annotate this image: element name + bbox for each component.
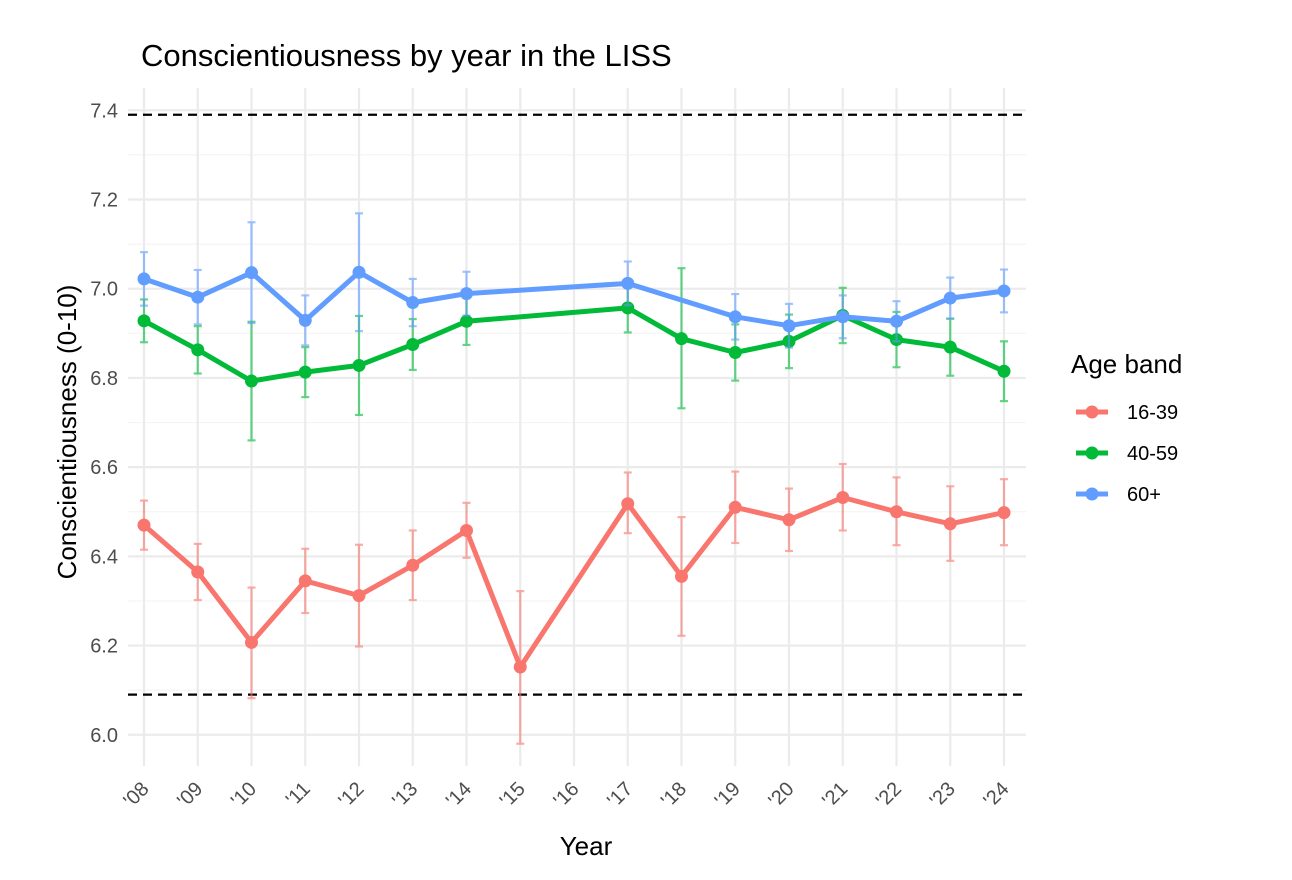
- x-tick-label: '12: [335, 778, 369, 812]
- data-point: [137, 272, 151, 286]
- x-tick-label: '16: [550, 778, 584, 812]
- data-point: [728, 500, 742, 514]
- data-point: [298, 574, 312, 588]
- data-point: [406, 558, 420, 572]
- x-tick-label: '18: [657, 778, 691, 812]
- x-tick-label: '14: [442, 778, 476, 812]
- data-point: [675, 569, 688, 583]
- data-point: [352, 589, 366, 603]
- data-point: [191, 565, 205, 579]
- x-axis-title: Year: [560, 831, 613, 861]
- data-point: [191, 343, 205, 357]
- y-tick-label: 6.6: [90, 457, 118, 479]
- y-tick-label: 6.8: [90, 368, 118, 390]
- data-point: [943, 291, 957, 305]
- legend-key-point: [1085, 487, 1099, 501]
- x-tick-label: '10: [227, 778, 261, 812]
- series-line: [141, 495, 1007, 670]
- x-tick-label: '21: [818, 778, 852, 812]
- y-axis-ticks: 6.0 6.2 6.4 6.6 6.8 7.0 7.2 7.4: [90, 100, 118, 746]
- data-point: [406, 337, 420, 351]
- data-point: [621, 276, 635, 290]
- data-point: [890, 314, 903, 328]
- y-tick-label: 7.4: [90, 100, 118, 122]
- series-line: [141, 269, 1007, 329]
- legend-key-point: [1085, 446, 1099, 460]
- data-point: [245, 635, 258, 649]
- data-point: [460, 523, 473, 537]
- data-point: [836, 490, 850, 504]
- x-tick-label: '13: [388, 778, 422, 812]
- data-point: [137, 518, 151, 532]
- x-tick-label: '19: [711, 778, 745, 812]
- y-tick-label: 7.0: [90, 279, 118, 301]
- data-point: [245, 266, 258, 280]
- y-tick-label: 7.2: [90, 190, 118, 212]
- series-60+: [137, 212, 1011, 349]
- data-point: [943, 517, 957, 531]
- data-point: [513, 660, 527, 674]
- data-point: [191, 290, 205, 304]
- plot-grid: [128, 88, 1026, 766]
- y-tick-label: 6.0: [90, 725, 118, 747]
- data-point: [352, 265, 366, 279]
- data-point: [460, 287, 473, 301]
- reference-lines: [128, 113, 1026, 696]
- data-point: [460, 314, 473, 328]
- x-tick-label: '11: [282, 778, 315, 811]
- legend-label: 60+: [1127, 484, 1161, 506]
- x-tick-label: '09: [173, 778, 207, 812]
- data-point: [782, 319, 796, 333]
- legend-label: 16-39: [1127, 402, 1178, 424]
- data-point: [137, 314, 151, 328]
- data-point: [890, 505, 903, 519]
- x-tick-label: '17: [603, 778, 637, 812]
- y-tick-label: 6.4: [90, 546, 118, 568]
- data-point: [997, 284, 1011, 298]
- data-point: [298, 365, 312, 379]
- data-point: [406, 296, 420, 310]
- data-point: [352, 358, 366, 372]
- data-point: [728, 310, 742, 324]
- legend-label: 40-59: [1127, 443, 1178, 465]
- data-point: [621, 497, 635, 511]
- x-tick-label: '20: [765, 778, 799, 812]
- y-axis-title: Conscientiousness (0-10): [52, 285, 82, 580]
- x-axis-ticks: '08 '09 '10 '11 '12 '13 '14 '15 '16 '17 '18 '19 '20 '…: [120, 778, 1014, 812]
- series-16-39: [137, 462, 1011, 745]
- x-tick-label: '15: [496, 778, 530, 812]
- data-point: [675, 332, 688, 346]
- x-tick-label: '22: [872, 778, 906, 812]
- legend: Age band 16-39 40-59 60+: [1071, 349, 1182, 506]
- data-point: [728, 346, 742, 360]
- legend-title: Age band: [1071, 349, 1182, 379]
- data-point: [997, 364, 1011, 378]
- data-point: [245, 374, 258, 388]
- chart-title: Conscientiousness by year in the LISS: [141, 38, 672, 73]
- data-point: [782, 513, 796, 527]
- data-point: [836, 310, 850, 324]
- x-tick-label: '24: [980, 778, 1014, 812]
- x-tick-label: '23: [926, 778, 960, 812]
- legend-key-point: [1085, 405, 1099, 419]
- data-point: [298, 313, 312, 327]
- data-point: [943, 340, 957, 354]
- data-point: [997, 506, 1011, 520]
- data-series: [137, 212, 1011, 745]
- y-tick-label: 6.2: [90, 636, 118, 658]
- x-tick-label: '08: [120, 778, 154, 812]
